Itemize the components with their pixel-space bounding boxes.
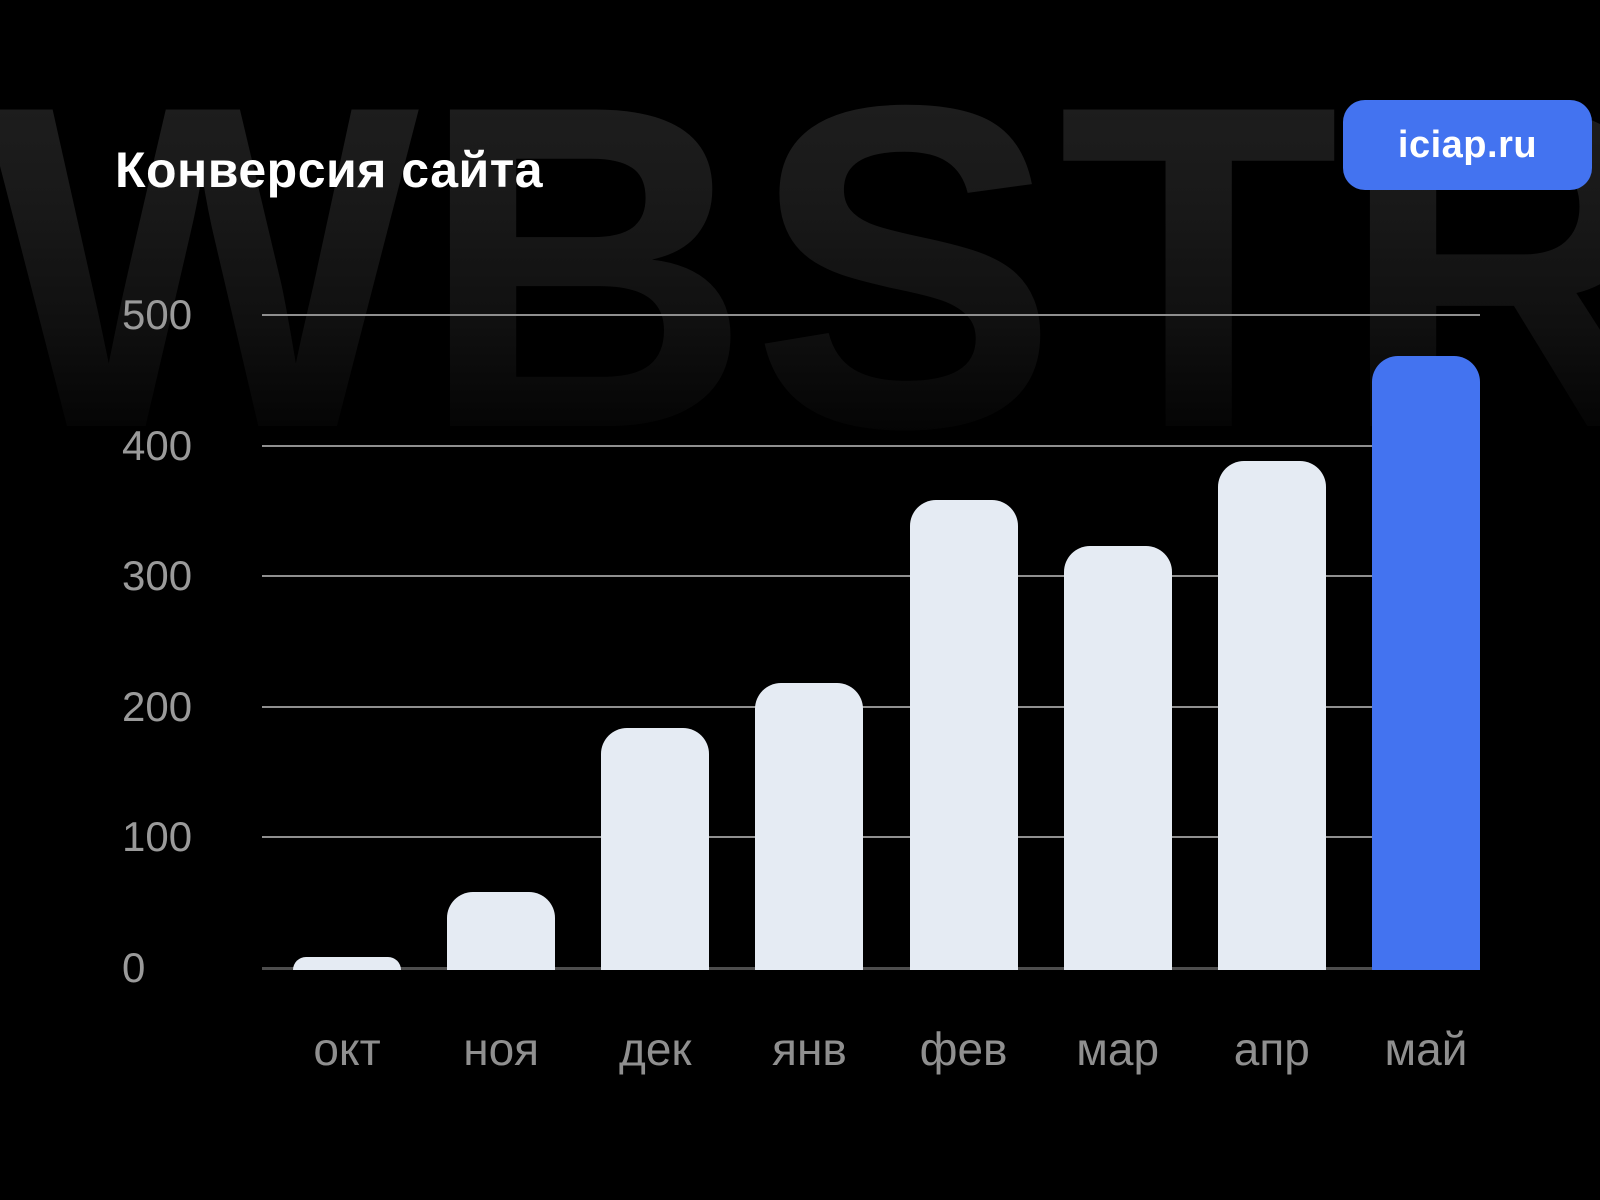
x-tick-label-apr: апр	[1233, 1023, 1310, 1075]
gridline-300	[262, 575, 1480, 577]
bar-jan	[755, 683, 864, 970]
gridline-100	[262, 836, 1480, 838]
gridline-400	[262, 445, 1480, 447]
bar-may	[1371, 356, 1480, 970]
gridline-0	[262, 967, 1480, 970]
y-tick-label-300: 300	[122, 552, 193, 599]
bar-apr	[1217, 461, 1326, 970]
watermark-text: WBSTR	[0, 38, 1600, 498]
x-tick-label-mar: мар	[1076, 1023, 1160, 1075]
bar-feb	[909, 500, 1018, 970]
x-tick-label-jan: янв	[772, 1023, 847, 1075]
x-tick-label-feb: фев	[919, 1023, 1008, 1075]
x-tick-label-may: май	[1384, 1023, 1468, 1075]
site-url-label: iciap.ru	[1397, 123, 1538, 166]
y-tick-label-400: 400	[122, 422, 193, 469]
bar-oct	[293, 957, 401, 970]
chart-bars	[293, 356, 1480, 970]
y-tick-label-0: 0	[122, 944, 146, 991]
chart-x-axis-labels: окт ноя дек янв фев мар апр май	[293, 1020, 1480, 1078]
y-tick-label-200: 200	[122, 683, 193, 730]
x-tick-label-oct: окт	[313, 1023, 381, 1075]
page-title: Конверсия сайта	[115, 141, 544, 198]
bar-dec	[601, 728, 710, 970]
bar-nov	[447, 892, 556, 970]
site-url-badge[interactable]: iciap.ru	[1343, 100, 1592, 190]
gridline-500	[262, 314, 1480, 316]
x-tick-label-nov: ноя	[463, 1023, 540, 1075]
y-tick-label-100: 100	[122, 813, 193, 860]
y-tick-label-500: 500	[122, 291, 193, 338]
bar-mar	[1063, 546, 1172, 970]
x-tick-label-dec: дек	[619, 1023, 692, 1075]
gridline-200	[262, 706, 1480, 708]
